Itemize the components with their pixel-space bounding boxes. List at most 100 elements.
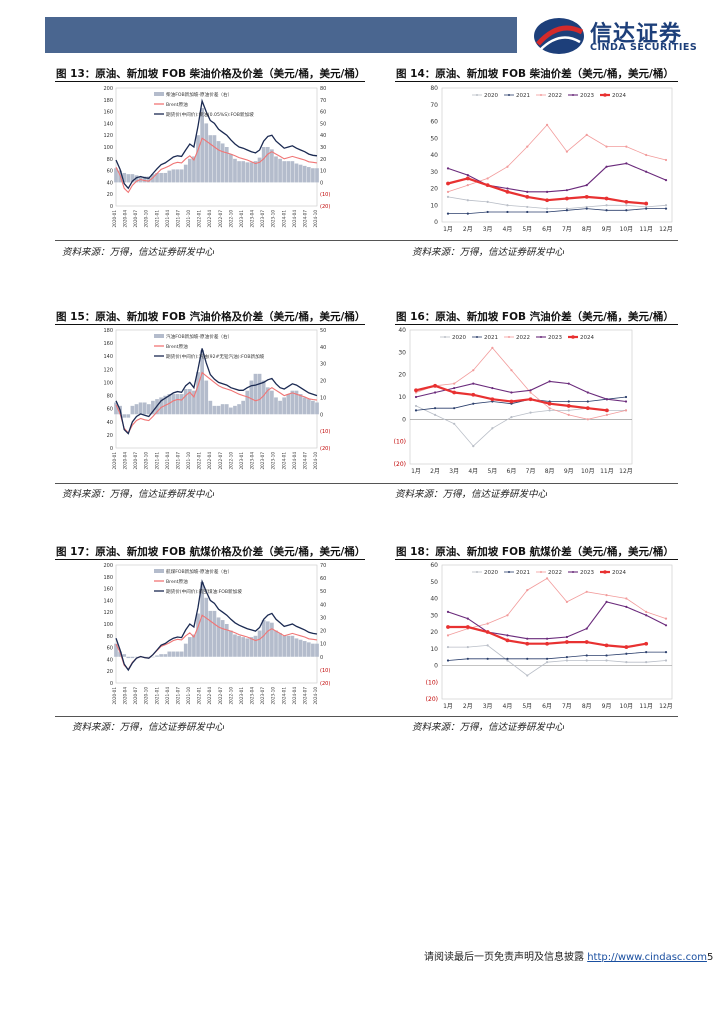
- data-point-2024: [414, 388, 418, 393]
- spread-bar: [192, 390, 196, 415]
- x-axis-tick: 2020-07: [133, 687, 138, 705]
- data-point-2024: [624, 645, 629, 649]
- spread-bar: [282, 161, 287, 183]
- x-axis-tick: 2021-01: [154, 687, 159, 705]
- spread-bar: [237, 635, 241, 657]
- data-point-2024: [505, 189, 510, 194]
- data-point-2023: [585, 627, 588, 630]
- data-point-2021: [625, 652, 628, 655]
- spread-bar: [167, 394, 172, 415]
- spread-bar: [286, 394, 291, 415]
- data-point-2024: [585, 406, 590, 411]
- right-axis-tick: 10: [320, 169, 326, 175]
- x-axis-tick: 2023-10: [271, 687, 276, 705]
- spread-bar: [146, 404, 151, 415]
- spread-bar: [200, 350, 204, 415]
- data-point-2023: [446, 610, 450, 613]
- data-point-2024: [565, 196, 569, 201]
- left-axis-tick: 20: [107, 433, 113, 439]
- y-axis-tick: 40: [430, 152, 438, 159]
- spread-bar: [167, 651, 172, 657]
- data-point-2023: [446, 167, 450, 170]
- y-axis-tick: 40: [398, 327, 406, 334]
- x-axis-tick: 2023-07: [260, 452, 265, 470]
- data-point-2022: [664, 617, 668, 620]
- spread-bar: [200, 108, 204, 183]
- data-point-2020: [433, 413, 437, 416]
- spread-bar: [290, 390, 295, 415]
- footer-website-link[interactable]: http://www.cindasc.com: [587, 952, 707, 963]
- y-axis-tick: 60: [430, 562, 438, 569]
- figure-13-source: 资料来源：万得，信达证券研发中心: [62, 247, 215, 258]
- y-axis-tick: 60: [430, 119, 438, 126]
- data-point-2021: [453, 407, 456, 410]
- data-point-2024: [485, 630, 490, 634]
- spread-bar: [302, 641, 307, 657]
- x-axis-tick: 12月: [659, 703, 673, 710]
- x-axis-tick: 2024-04: [292, 210, 297, 228]
- legend-label: 2022: [548, 93, 562, 99]
- spread-bar: [253, 161, 258, 183]
- x-axis-tick: 2022-10: [228, 452, 233, 470]
- spread-bar: [159, 654, 163, 657]
- data-point-2021: [526, 657, 529, 660]
- right-axis-tick: 10: [320, 642, 326, 648]
- spread-bar: [208, 400, 213, 415]
- data-point-2022: [645, 153, 648, 157]
- data-point-2023: [664, 179, 668, 182]
- left-axis-tick: 160: [103, 341, 113, 347]
- spread-bar: [126, 414, 131, 418]
- spread-bar: [208, 610, 213, 657]
- spread-bar: [142, 402, 147, 415]
- spread-bar: [187, 389, 192, 415]
- series-line-2022: [415, 347, 627, 420]
- spread-bar: [192, 634, 196, 657]
- legend-marker: [476, 94, 478, 96]
- data-point-2024: [624, 200, 629, 204]
- x-axis-tick: 2024-01: [281, 687, 286, 705]
- data-point-2023: [510, 391, 513, 394]
- data-point-2021: [624, 395, 628, 399]
- data-point-2021: [586, 400, 589, 403]
- x-axis-tick: 2024-10: [313, 687, 318, 705]
- left-axis-tick: 20: [107, 192, 113, 198]
- figure-15-title: 图 15：原油、新加坡 FOB 汽油价格及价差（美元/桶，美元/桶）: [56, 311, 366, 323]
- data-point-2020: [585, 205, 588, 209]
- x-axis-tick: 2023-04: [250, 452, 255, 470]
- data-point-2024: [446, 625, 450, 629]
- legend-marker: [572, 571, 574, 573]
- x-axis-tick: 2024-10: [313, 210, 318, 228]
- plot-frame: [115, 87, 318, 207]
- right-axis-tick: 20: [320, 629, 326, 635]
- right-axis-tick: 50: [320, 589, 326, 595]
- spread-bar: [298, 394, 303, 415]
- x-axis-tick: 2021-07: [175, 210, 180, 228]
- data-point-2022: [605, 594, 608, 597]
- spread-bar: [233, 158, 237, 183]
- x-axis-tick: 2020-07: [133, 452, 138, 470]
- data-point-2022: [586, 418, 589, 421]
- right-axis-tick: 40: [320, 602, 326, 608]
- y-axis-tick: 50: [430, 579, 438, 586]
- spread-bar: [212, 405, 217, 415]
- spread-bar: [253, 635, 258, 657]
- data-point-2022: [529, 391, 532, 394]
- plot-frame: [441, 564, 673, 700]
- x-axis-tick: 7月: [526, 468, 536, 475]
- data-point-2021: [565, 656, 569, 659]
- data-point-2020: [446, 195, 450, 198]
- spread-bar: [290, 161, 295, 183]
- spread-bar: [311, 400, 315, 415]
- left-axis-tick: 60: [107, 407, 113, 413]
- data-point-2024: [605, 408, 609, 413]
- spread-bar: [216, 141, 221, 183]
- right-axis-tick: 0: [320, 412, 323, 418]
- right-axis-tick: (10): [320, 668, 330, 674]
- data-point-2021: [526, 210, 529, 214]
- left-axis-tick: 80: [107, 394, 113, 400]
- legend-label: 2023: [580, 93, 594, 99]
- x-axis-tick: 2023-01: [239, 452, 244, 470]
- data-point-2021: [466, 212, 469, 215]
- x-axis-tick: 2020-10: [144, 210, 149, 228]
- y-axis-tick: 30: [430, 169, 438, 176]
